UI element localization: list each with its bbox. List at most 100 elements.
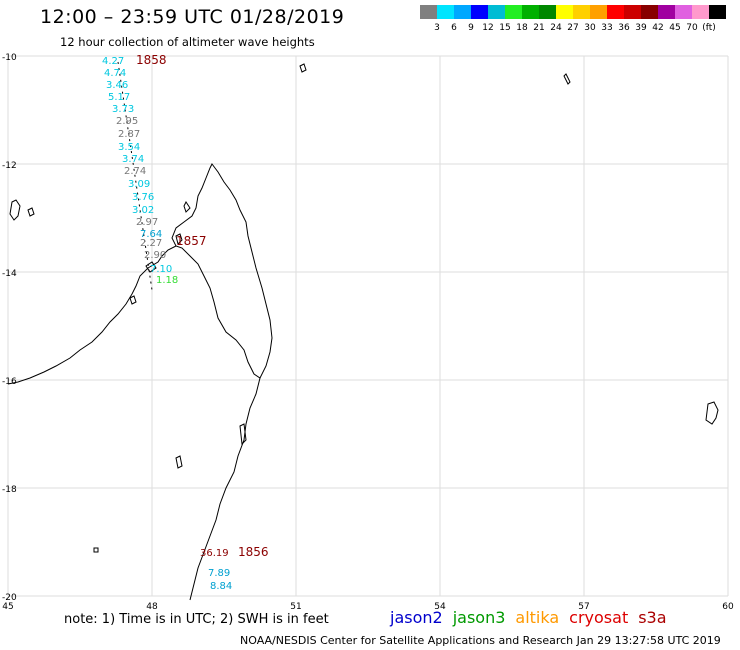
wave-height-value: 3.74 bbox=[122, 154, 144, 165]
note-text: note: 1) Time is in UTC; 2) SWH is in fe… bbox=[64, 612, 329, 627]
wave-height-value: 2.97 bbox=[136, 217, 158, 228]
wave-height-value: 4.74 bbox=[104, 68, 126, 79]
color-swatch bbox=[709, 5, 726, 19]
wave-height-value: 3.46 bbox=[106, 80, 128, 91]
color-scale-label: 18 bbox=[516, 23, 528, 33]
wave-height-value: 7.89 bbox=[208, 568, 230, 579]
wave-height-value: 8.84 bbox=[210, 581, 232, 592]
satellite-legend-item: s3a bbox=[638, 608, 667, 627]
wave-height-labels: 4.274.743.465.173.732.95 2.87 3.543.742.74… bbox=[102, 56, 232, 592]
color-swatch bbox=[539, 5, 556, 19]
color-scale-swatches bbox=[420, 5, 726, 19]
satellite-legend-item: jason3 bbox=[452, 608, 506, 627]
color-swatch bbox=[556, 5, 573, 19]
wave-height-value: 3.76 bbox=[132, 192, 154, 203]
map-grid bbox=[7, 55, 729, 597]
satellite-legend-item: jason2 bbox=[390, 608, 443, 627]
longitude-label: 48 bbox=[146, 602, 158, 612]
island-ne-reef bbox=[563, 73, 571, 85]
pass-time-label: 1856 bbox=[238, 545, 269, 559]
color-swatch bbox=[522, 5, 539, 19]
color-swatch bbox=[692, 5, 709, 19]
color-swatch bbox=[505, 5, 522, 19]
satellite-track bbox=[117, 61, 153, 291]
island-west-small bbox=[27, 207, 35, 217]
longitude-labels: 45 48 51 54 57 60 bbox=[2, 602, 734, 612]
wave-height-value: 2.27 bbox=[140, 238, 162, 249]
color-scale-label: 42 bbox=[652, 23, 664, 33]
coastline-group bbox=[7, 63, 719, 601]
island-comoro-a bbox=[183, 201, 191, 213]
latitude-label: -14 bbox=[2, 269, 17, 279]
color-swatch bbox=[420, 5, 437, 19]
color-scale-label: 70 bbox=[686, 23, 698, 33]
color-swatch bbox=[590, 5, 607, 19]
wave-height-value: 2.74 bbox=[124, 166, 146, 177]
pass-time-labels: 1858 1857 1856 bbox=[136, 53, 269, 559]
latitude-label: -18 bbox=[2, 485, 17, 495]
wave-height-value: 2.95 bbox=[116, 116, 138, 127]
color-swatch bbox=[573, 5, 590, 19]
wave-height-value: 3.54 bbox=[118, 142, 140, 153]
color-swatch bbox=[658, 5, 675, 19]
wave-height-value: 1.18 bbox=[156, 275, 178, 286]
color-scale-label: 15 bbox=[499, 23, 511, 33]
color-scale-label: 12 bbox=[482, 23, 494, 33]
latitude-label: -12 bbox=[2, 161, 17, 171]
latitude-label: -20 bbox=[2, 593, 17, 603]
color-scale-label: (ft) bbox=[702, 23, 716, 33]
credit-line: NOAA/NESDIS Center for Satellite Applica… bbox=[240, 634, 721, 647]
island-east-reef bbox=[705, 401, 719, 425]
longitude-label: 54 bbox=[434, 602, 446, 612]
color-scale-label: 21 bbox=[533, 23, 545, 33]
pass-time-label: 1857 bbox=[176, 234, 207, 248]
color-swatch bbox=[607, 5, 624, 19]
latitude-label: -10 bbox=[2, 53, 17, 63]
madagascar-northwest-coast bbox=[7, 245, 177, 385]
island-top-reef bbox=[299, 63, 307, 73]
wave-height-value: 2.90 bbox=[144, 250, 166, 261]
satellite-legend-item: cryosat bbox=[569, 608, 629, 627]
satellite-legend-item: altika bbox=[515, 608, 560, 627]
madagascar-east-coast bbox=[189, 377, 261, 601]
color-scale-label: 24 bbox=[550, 23, 562, 33]
color-scale-label: 33 bbox=[601, 23, 613, 33]
wave-height-value: 3.73 bbox=[112, 104, 134, 115]
color-scale-label: 30 bbox=[584, 23, 596, 33]
longitude-label: 60 bbox=[722, 602, 734, 612]
color-swatch bbox=[488, 5, 505, 19]
longitude-label: 51 bbox=[290, 602, 301, 612]
island-sainte-marie bbox=[239, 423, 247, 446]
color-scale-label: 36 bbox=[618, 23, 630, 33]
color-swatch bbox=[471, 5, 488, 19]
longitude-label: 45 bbox=[2, 602, 13, 612]
island-sw-dot bbox=[93, 547, 99, 553]
island-south-small bbox=[175, 455, 183, 469]
page-title: 12:00 – 23:59 UTC 01/28/2019 bbox=[40, 6, 345, 28]
island-mahore bbox=[175, 233, 183, 245]
page-subtitle: 12 hour collection of altimeter wave hei… bbox=[60, 35, 315, 49]
wave-height-value: 36.19 bbox=[200, 548, 229, 559]
color-swatch bbox=[454, 5, 471, 19]
color-swatch bbox=[641, 5, 658, 19]
latitude-label: -16 bbox=[2, 377, 17, 387]
color-swatch bbox=[437, 5, 454, 19]
color-scale-label: 6 bbox=[451, 23, 457, 33]
color-swatch bbox=[675, 5, 692, 19]
wave-height-value: 3.02 bbox=[132, 205, 154, 216]
color-scale-label: 9 bbox=[468, 23, 474, 33]
wave-height-value: 7.10 bbox=[150, 264, 172, 275]
longitude-label: 57 bbox=[578, 602, 589, 612]
color-scale-label: 27 bbox=[567, 23, 579, 33]
wave-height-value: 3.09 bbox=[128, 179, 150, 190]
wave-height-value: 7.64 bbox=[140, 229, 162, 240]
color-scale-label: 45 bbox=[669, 23, 681, 33]
color-scale-label: 39 bbox=[635, 23, 647, 33]
madagascar-north-coast bbox=[171, 163, 273, 379]
wave-height-value: 5.17 bbox=[108, 92, 130, 103]
satellite-legend: jason2 jason3 altika cryosat s3a bbox=[390, 608, 677, 627]
island-comoro-b bbox=[9, 199, 21, 221]
wave-height-value: 4.27 bbox=[102, 56, 124, 67]
island-w-coast-islet bbox=[129, 295, 137, 305]
